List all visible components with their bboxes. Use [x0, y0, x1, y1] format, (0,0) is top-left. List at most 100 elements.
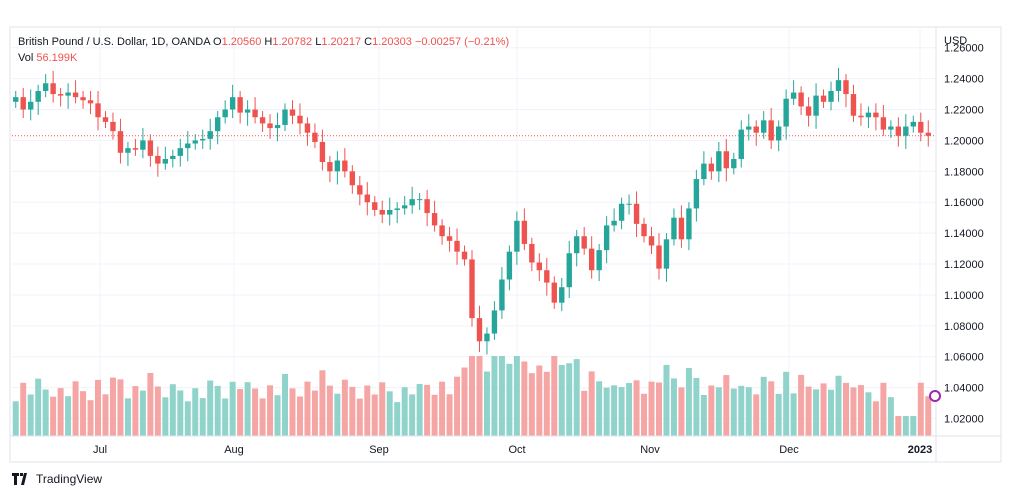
candle-body[interactable]	[895, 126, 902, 136]
candle-body[interactable]	[282, 109, 288, 125]
candle-body[interactable]	[559, 287, 565, 303]
candle-body[interactable]	[147, 140, 154, 156]
candle-body[interactable]	[686, 208, 692, 240]
candle-body[interactable]	[693, 179, 700, 209]
branding-footer[interactable]: TradingView	[12, 472, 102, 486]
candle-body[interactable]	[357, 185, 363, 195]
candle-body[interactable]	[918, 121, 924, 133]
candle-body[interactable]	[424, 199, 430, 214]
time-axis[interactable]: Jul Aug Sep Oct Nov Dec 2023	[93, 444, 932, 456]
candle-body[interactable]	[761, 120, 767, 133]
candle-body[interactable]	[342, 160, 348, 172]
candle-body[interactable]	[499, 279, 505, 311]
candle-body[interactable]	[57, 94, 64, 96]
candle-body[interactable]	[551, 282, 557, 303]
candle-body[interactable]	[110, 121, 116, 132]
candle-body[interactable]	[768, 120, 774, 141]
candle-body[interactable]	[858, 115, 864, 118]
candle-body[interactable]	[297, 115, 303, 124]
candle-body[interactable]	[611, 220, 617, 226]
candle-body[interactable]	[28, 101, 34, 110]
candle-body[interactable]	[738, 129, 744, 159]
candle-body[interactable]	[439, 225, 445, 237]
candle-body[interactable]	[828, 90, 834, 102]
candle-body[interactable]	[746, 126, 752, 130]
candle-body[interactable]	[865, 112, 872, 118]
candle-body[interactable]	[648, 236, 655, 246]
candle-body[interactable]	[35, 90, 41, 102]
candle-body[interactable]	[102, 117, 109, 122]
candle-body[interactable]	[72, 92, 79, 98]
candle-body[interactable]	[491, 310, 498, 334]
candle-body[interactable]	[214, 117, 221, 132]
candle-body[interactable]	[843, 80, 849, 95]
candle-body[interactable]	[379, 209, 385, 215]
candle-body[interactable]	[200, 138, 206, 141]
candle-body[interactable]	[289, 109, 296, 116]
price-axis[interactable]: 1.26000 1.24000 1.22000 1.20000 1.18000 1.160…	[944, 43, 984, 426]
candle-body[interactable]	[185, 143, 191, 149]
candle-body[interactable]	[723, 151, 730, 169]
candle-body[interactable]	[454, 240, 460, 252]
candle-body[interactable]	[701, 163, 707, 180]
candle-body[interactable]	[274, 124, 281, 129]
candle-body[interactable]	[349, 171, 356, 186]
candle-body[interactable]	[155, 155, 161, 164]
candle-body[interactable]	[192, 140, 198, 144]
candle-body[interactable]	[716, 151, 722, 172]
candle-body[interactable]	[87, 100, 94, 104]
candle-body[interactable]	[222, 109, 228, 118]
candle-body[interactable]	[603, 225, 610, 251]
candle-body[interactable]	[544, 270, 550, 283]
candle-body[interactable]	[162, 158, 169, 164]
candle-body[interactable]	[65, 92, 71, 96]
candle-body[interactable]	[117, 131, 124, 153]
candle-body[interactable]	[805, 106, 812, 116]
candle-body[interactable]	[588, 248, 595, 271]
candle-body[interactable]	[835, 80, 842, 91]
candle-body[interactable]	[229, 97, 236, 110]
candle-body[interactable]	[783, 98, 789, 127]
candle-body[interactable]	[873, 112, 879, 118]
candle-body[interactable]	[656, 245, 662, 269]
candle-body[interactable]	[888, 126, 894, 130]
candle-body[interactable]	[125, 148, 131, 153]
candle-body[interactable]	[820, 95, 827, 102]
candle-body[interactable]	[416, 199, 423, 201]
candle-body[interactable]	[80, 97, 86, 101]
candle-body[interactable]	[13, 97, 19, 102]
candle-body[interactable]	[304, 123, 311, 133]
candle-body[interactable]	[581, 236, 587, 249]
candle-body[interactable]	[50, 83, 56, 95]
candle-body[interactable]	[394, 208, 400, 210]
candle-body[interactable]	[663, 239, 670, 269]
candle-body[interactable]	[925, 132, 931, 136]
candle-body[interactable]	[529, 243, 535, 263]
candle-body[interactable]	[401, 205, 408, 209]
candle-body[interactable]	[880, 117, 887, 130]
candle-body[interactable]	[244, 109, 251, 113]
candle-body[interactable]	[484, 333, 490, 342]
candle-body[interactable]	[252, 109, 258, 118]
candle-body[interactable]	[506, 251, 513, 280]
candle-body[interactable]	[708, 163, 715, 172]
candle-body[interactable]	[364, 194, 370, 203]
candle-body[interactable]	[521, 220, 528, 244]
candle-body[interactable]	[671, 217, 677, 240]
candle-body[interactable]	[790, 92, 797, 99]
candle-body[interactable]	[678, 217, 685, 240]
candle-body[interactable]	[237, 97, 243, 113]
candle-body[interactable]	[910, 121, 916, 127]
candle-body[interactable]	[42, 83, 49, 91]
candle-body[interactable]	[476, 318, 483, 342]
candle-body[interactable]	[334, 160, 341, 172]
candle-body[interactable]	[775, 126, 782, 141]
candle-body[interactable]	[446, 236, 453, 241]
candle-body[interactable]	[536, 262, 543, 271]
symbol-title[interactable]: British Pound / U.S. Dollar, 1D, OANDA	[18, 36, 210, 48]
candle-body[interactable]	[259, 117, 266, 124]
candle-body[interactable]	[626, 203, 632, 205]
candle-body[interactable]	[372, 202, 378, 210]
candle-body[interactable]	[431, 213, 438, 226]
